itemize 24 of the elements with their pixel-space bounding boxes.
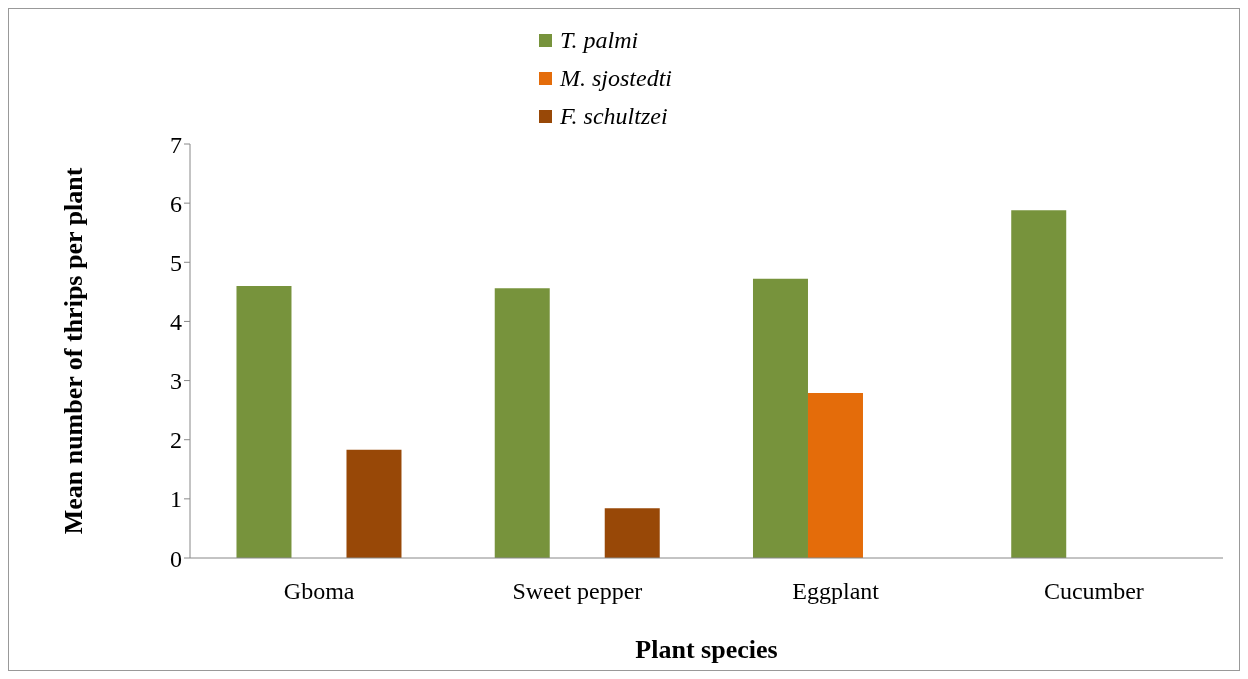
y-tick-label: 0 — [170, 545, 182, 572]
y-tick-label: 3 — [170, 368, 182, 395]
bar — [752, 278, 808, 558]
y-tick-label: 5 — [170, 249, 182, 276]
legend-label: F. schultzei — [560, 102, 668, 130]
legend-label: T. palmi — [560, 26, 639, 54]
x-tick-label: Gboma — [283, 578, 355, 605]
bar — [807, 392, 863, 558]
y-axis-title: Mean number of thrips per plant — [59, 167, 89, 535]
legend-label: M. sjostedti — [560, 64, 672, 92]
x-axis-title: Plant species — [635, 635, 778, 664]
y-tick-label: 7 — [170, 131, 182, 158]
bar — [236, 285, 292, 558]
y-tick-label: 4 — [170, 308, 182, 335]
y-tick-label: 1 — [170, 486, 182, 513]
x-tick-label: Cucumber — [1043, 578, 1144, 605]
x-tick-label: Sweet pepper — [512, 578, 643, 605]
y-tick-label: 6 — [170, 190, 182, 217]
bar — [346, 449, 402, 558]
bar — [1011, 210, 1067, 558]
bar — [604, 508, 660, 558]
x-tick-label: Eggplant — [792, 578, 880, 605]
bar — [494, 288, 550, 558]
y-tick-label: 2 — [170, 427, 182, 454]
